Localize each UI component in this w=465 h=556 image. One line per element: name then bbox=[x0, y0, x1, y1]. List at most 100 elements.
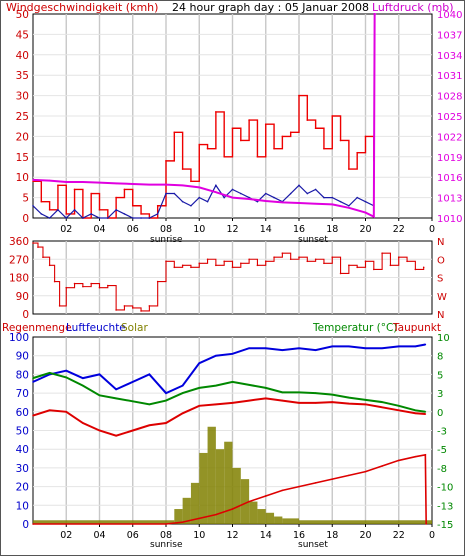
rain-series-point bbox=[231, 508, 234, 510]
wind-gust-series-point bbox=[298, 184, 300, 187]
wind-direction-series-point bbox=[289, 258, 292, 261]
wind-gust-series-point bbox=[57, 209, 59, 211]
x-tick-label: 10 bbox=[193, 224, 205, 235]
wind-axis-title: Windgeschwindigkeit (kmh) bbox=[6, 1, 158, 14]
wind-speed-series-point bbox=[331, 115, 334, 117]
y-tick-label: 60 bbox=[16, 407, 29, 419]
wind-speed-series-point bbox=[364, 135, 367, 138]
solar-bar bbox=[207, 426, 216, 524]
wind-direction-series-point bbox=[298, 256, 300, 259]
x-tick-label: 06 bbox=[127, 530, 139, 541]
wind-gust-series-point bbox=[107, 217, 109, 219]
temperature-series-point bbox=[331, 393, 334, 396]
wind-gust-series-point bbox=[256, 200, 259, 203]
humidity-series-point bbox=[181, 384, 184, 387]
y-right-tick-label: 1040 bbox=[437, 10, 462, 21]
rain-axis-title: Regenmenge bbox=[2, 322, 72, 334]
humidity-series-point bbox=[65, 369, 68, 372]
wind-direction-series-point bbox=[264, 260, 267, 263]
wind-direction-series-point bbox=[364, 260, 367, 263]
wind-speed-series-point bbox=[298, 94, 300, 97]
pressure-series-point bbox=[181, 184, 184, 187]
humidity-series-point bbox=[215, 354, 217, 357]
wind-direction-series-point bbox=[148, 305, 151, 307]
y-tick-label: 10 bbox=[16, 172, 29, 184]
y-right-tick-label: -13 bbox=[437, 501, 453, 512]
wind-direction-series-point bbox=[53, 280, 56, 283]
rain-humidity-temperature-chart: 0102030405060708090100-15-13-10-8-5-3035… bbox=[9, 332, 453, 541]
wind-direction-series-point bbox=[389, 264, 392, 267]
x-tick-label: 14 bbox=[260, 224, 272, 235]
humidity-series-point bbox=[298, 347, 300, 350]
y-tick-label: 5 bbox=[22, 193, 29, 205]
humidity-series-point bbox=[281, 349, 284, 351]
wind-direction-series-point bbox=[348, 264, 350, 267]
wind-pressure-chart: 0510152025303540455010101013101610191022… bbox=[16, 9, 463, 235]
pressure-series-point bbox=[374, 13, 377, 15]
wind-gust-series-point bbox=[181, 200, 184, 203]
wind-speed-series-point bbox=[206, 147, 209, 150]
wind-gust-series-point bbox=[215, 184, 217, 187]
temperature-series-point bbox=[65, 376, 68, 379]
humidity-series-point bbox=[424, 343, 427, 346]
wind-speed-series-point bbox=[40, 200, 43, 203]
wind-gust-series-point bbox=[165, 192, 167, 195]
dewpoint-series-point bbox=[248, 399, 250, 402]
wind-gust-series-point bbox=[306, 192, 309, 195]
x-tick-label: 02 bbox=[60, 530, 72, 541]
wind-speed-series bbox=[33, 94, 375, 219]
dewpoint-series-point bbox=[32, 414, 34, 417]
wind-direction-series-point bbox=[190, 266, 192, 269]
dewpoint-axis-title: Taupunkt bbox=[392, 322, 441, 334]
dewpoint-series-point bbox=[424, 413, 427, 415]
wind-direction-series-point bbox=[223, 260, 225, 263]
rain-series-point bbox=[165, 523, 167, 525]
solar-bar bbox=[282, 518, 299, 524]
solar-bar bbox=[274, 516, 283, 524]
y-tick-label: 35 bbox=[16, 70, 29, 82]
humidity-series-point bbox=[82, 377, 84, 379]
wind-gust-series-point bbox=[90, 213, 92, 215]
pressure-series-point bbox=[32, 179, 34, 181]
solar-bar bbox=[33, 520, 166, 524]
wind-speed-series-point bbox=[90, 192, 92, 195]
wind-speed-series-point bbox=[123, 188, 126, 191]
temperature-series-point bbox=[364, 399, 367, 401]
humidity-series-point bbox=[381, 347, 383, 350]
dewpoint-series-point bbox=[131, 429, 134, 432]
y-tick-label: 20 bbox=[16, 482, 29, 494]
wind-gust-series-point bbox=[314, 188, 317, 191]
wind-speed-series-point bbox=[115, 196, 117, 199]
pressure-series-point bbox=[248, 198, 250, 200]
y-right-tick-label: -3 bbox=[437, 427, 447, 438]
rain-series-point bbox=[198, 517, 201, 520]
wind-speed-series-point bbox=[240, 139, 242, 142]
y-tick-label: 40 bbox=[16, 50, 29, 62]
y-right-tick-label: S bbox=[437, 274, 443, 285]
graph-subtitle: 24 hour graph day : 05 Januar 2008 bbox=[172, 1, 369, 14]
y-right-tick-label: -8 bbox=[437, 464, 447, 475]
wind-gust-series-point bbox=[173, 192, 176, 195]
wind-direction-series-point bbox=[37, 246, 39, 248]
temperature-axis-title: Temperatur (°C) bbox=[312, 322, 397, 334]
temperature-series-point bbox=[181, 392, 184, 394]
humidity-series-point bbox=[264, 347, 267, 350]
pressure-series-point bbox=[198, 186, 201, 189]
y-right-tick-label: 1013 bbox=[437, 194, 462, 205]
x-tick-label: 08 bbox=[160, 224, 172, 235]
pressure-series-point bbox=[215, 191, 217, 193]
wind-direction-series-point bbox=[131, 307, 134, 309]
wind-direction-series-point bbox=[314, 258, 317, 261]
dewpoint-series-point bbox=[98, 429, 101, 432]
x-tick-label: 18 bbox=[326, 530, 338, 541]
dewpoint-series-point bbox=[115, 434, 117, 437]
y-right-tick-label: N bbox=[437, 237, 444, 248]
rain-series-point bbox=[348, 474, 350, 477]
wind-speed-series-point bbox=[289, 131, 292, 134]
wind-direction-series-point bbox=[73, 282, 76, 285]
humidity-series-point bbox=[348, 345, 350, 348]
x-tick-label: 22 bbox=[393, 224, 405, 235]
pressure-series-point bbox=[373, 215, 375, 218]
temperature-series-point bbox=[148, 403, 151, 406]
wind-direction-series-point bbox=[115, 309, 117, 311]
